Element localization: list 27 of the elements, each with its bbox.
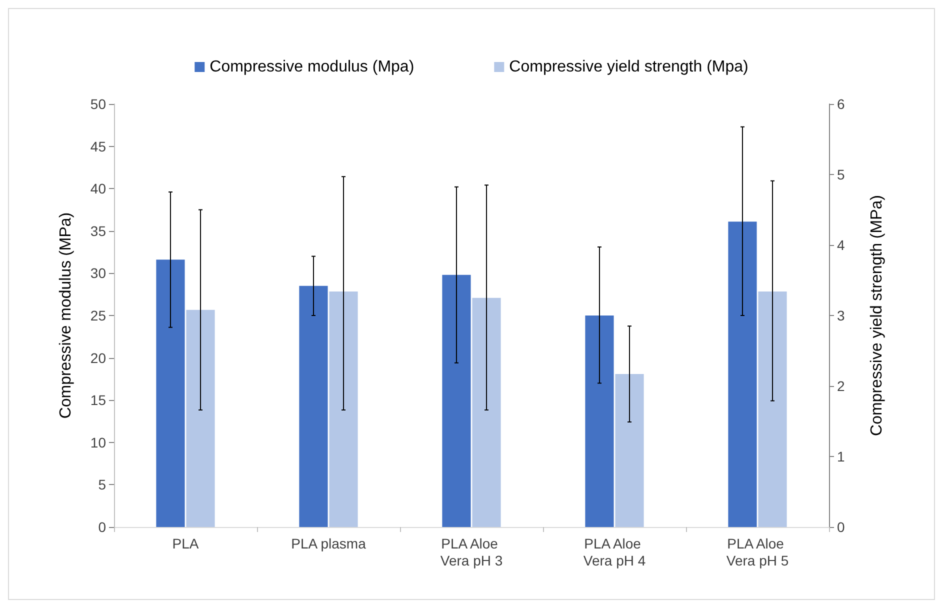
y-tick-label: 50	[90, 96, 106, 112]
x-tick-label: PLA Aloe Vera pH 3	[440, 536, 503, 568]
y2-tick-label: 2	[837, 378, 845, 394]
y-tick-label: 40	[90, 180, 106, 197]
y-tick-label: 5	[98, 476, 106, 493]
y-axis-title: Compressive modulus (MPa)	[58, 212, 74, 419]
y2-tick-label: 5	[837, 166, 845, 182]
y2-tick-label: 3	[837, 308, 845, 324]
y-tick-label: 35	[90, 222, 106, 239]
x-tick-label: PLA plasma	[291, 536, 366, 552]
x-tick-label: PLA Aloe Vera pH 4	[583, 536, 646, 568]
y-tick-label: 10	[90, 434, 106, 450]
y2-axis-title: Compressive yield strength (MPa)	[868, 195, 886, 436]
y-tick-label: 0	[98, 519, 106, 535]
legend-label: Compressive modulus (Mpa)	[210, 58, 414, 76]
y2-tick-label: 4	[837, 237, 845, 253]
y-tick-label: 30	[90, 265, 106, 282]
y-tick-label: 45	[90, 138, 106, 154]
y-tick-label: 25	[90, 308, 106, 324]
legend-label: Compressive yield strength (Mpa)	[509, 58, 748, 76]
y2-tick-label: 1	[837, 448, 845, 464]
y-tick-label: 20	[90, 350, 106, 366]
x-tick-label: PLA	[172, 536, 200, 552]
y2-tick-label: 0	[837, 519, 845, 535]
y2-tick-label: 6	[837, 96, 845, 112]
x-tick-label: PLA Aloe Vera pH 5	[726, 536, 789, 568]
y-tick-label: 15	[90, 392, 106, 408]
